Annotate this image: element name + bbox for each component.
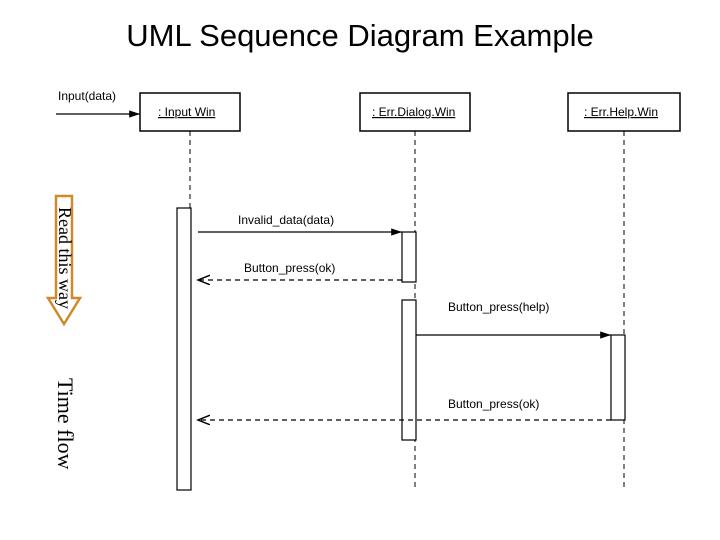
- message-label-1: Button_press(ok): [244, 261, 335, 275]
- lifeline-label-errhelp: : Err.Help.Win: [584, 105, 658, 119]
- message-label-0: Invalid_data(data): [238, 213, 334, 227]
- lifeline-label-input: : Input Win: [158, 105, 215, 119]
- activation-2: [402, 300, 416, 440]
- input-arrow-label: Input(data): [58, 89, 116, 103]
- read-this-way-label: Read this way: [54, 207, 75, 309]
- message-label-3: Button_press(ok): [448, 397, 539, 411]
- time-flow-label: Time flow: [52, 378, 78, 469]
- message-label-2: Button_press(help): [448, 300, 549, 314]
- sequence-diagram: : Input Win : Err.Dialog.Win : Err.Help.Wi…: [0, 0, 720, 540]
- lifeline-label-errdlg: : Err.Dialog.Win: [372, 105, 455, 119]
- activation-3: [611, 335, 625, 420]
- activation-1: [402, 232, 416, 282]
- activation-0: [177, 208, 191, 490]
